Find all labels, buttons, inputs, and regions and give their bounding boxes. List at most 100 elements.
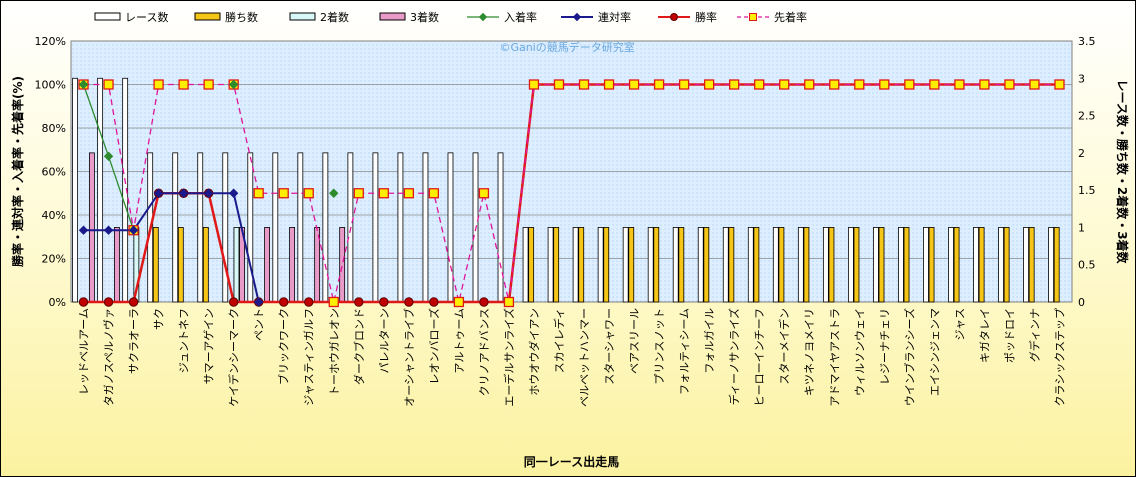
bar-勝ち数 <box>928 227 935 303</box>
y-tick-left: 0% <box>49 296 66 309</box>
x-tick-label: サクラオーラ <box>128 308 141 374</box>
marker-先着率 <box>854 79 865 90</box>
marker-先着率 <box>1054 79 1065 90</box>
legend-label: 連対率 <box>598 10 631 24</box>
y-tick-right: 3.5 <box>1078 35 1096 48</box>
x-tick-label: スターシャワー <box>603 308 616 385</box>
marker-先着率 <box>879 79 890 90</box>
bar-勝ち数 <box>703 227 710 303</box>
y-tick-right: 3 <box>1078 72 1085 85</box>
bar-レース数 <box>547 227 554 303</box>
marker-先着率 <box>1004 79 1015 90</box>
x-tick-label: レジーナチェリ <box>878 308 891 385</box>
marker-入着率 <box>329 188 339 198</box>
x-tick-label: ヒーローインチーフ <box>753 308 766 406</box>
marker-連対率 <box>103 225 114 235</box>
legend-label: 入着率 <box>504 10 537 24</box>
y-tick-right: 1.5 <box>1078 184 1096 197</box>
bar-勝ち数 <box>528 227 535 303</box>
bar-勝ち数 <box>152 227 159 303</box>
marker-先着率 <box>403 188 414 199</box>
marker-先着率 <box>653 79 665 90</box>
x-tick-label: オーシャントライブ <box>402 308 416 407</box>
marker-先着率 <box>253 188 264 199</box>
bar-レース数 <box>597 227 604 303</box>
bar-レース数 <box>1023 227 1029 303</box>
bar-勝ち数 <box>653 227 660 303</box>
bar-レース数 <box>822 227 829 303</box>
bar-レース数 <box>297 152 304 303</box>
marker-勝率 <box>279 297 289 307</box>
marker-先着率 <box>203 79 214 90</box>
y-tick-left: 120% <box>35 35 66 48</box>
marker-先着率 <box>754 79 765 90</box>
y-tick-right: 0.5 <box>1078 259 1096 272</box>
bar-勝ち数 <box>828 227 835 303</box>
marker-連対率 <box>203 188 214 198</box>
marker-先着率 <box>904 79 915 90</box>
marker-先着率 <box>929 79 940 90</box>
bar-勝ち数 <box>1028 227 1035 303</box>
marker-勝率 <box>228 297 239 307</box>
x-tick-label: サマーアゲイン <box>203 308 216 384</box>
marker-連対率 <box>228 188 239 198</box>
x-tick-label: ポッドロイ <box>1003 308 1016 363</box>
bar-勝ち数 <box>778 227 785 303</box>
bar-3着数 <box>339 227 346 303</box>
marker-先着率 <box>553 79 565 90</box>
bar-レース数 <box>97 77 104 303</box>
marker-勝率 <box>379 297 389 307</box>
y-axis-title-left: 勝率・連対率・入着率・先着率(%) <box>10 76 25 267</box>
x-tick-label: タガノスペルノヴァ <box>102 308 116 406</box>
bar-レース数 <box>898 227 904 303</box>
x-tick-label: グディンナ <box>1027 308 1041 362</box>
marker-連対率 <box>178 188 189 198</box>
bar-勝ち数 <box>728 227 735 303</box>
y-axis-title-right: レース数・勝ち数・2着数・3着数 <box>1115 79 1130 264</box>
legend-label: レース数 <box>125 11 168 24</box>
x-tick-label: ジャス <box>953 308 966 340</box>
marker-勝率 <box>304 297 314 307</box>
y-tick-left: 20% <box>42 253 66 266</box>
legend-marker <box>572 12 582 22</box>
bar-レース数 <box>672 227 679 303</box>
bar-レース数 <box>697 227 704 303</box>
x-tick-label: スカイレディ <box>552 308 566 373</box>
bar-勝ち数 <box>878 227 885 303</box>
x-tick-label: クラシックステップ <box>1053 308 1066 406</box>
y-tick-left: 40% <box>42 209 66 222</box>
marker-先着率 <box>804 79 815 90</box>
marker-先着率 <box>278 188 289 199</box>
bar-勝ち数 <box>1053 227 1060 303</box>
bar-レース数 <box>72 77 79 303</box>
x-axis-title: 同一レース出走馬 <box>524 454 619 469</box>
bar-レース数 <box>222 152 229 303</box>
legend-label: 勝ち数 <box>225 10 258 24</box>
line-先着率 <box>83 83 1060 303</box>
marker-先着率 <box>378 188 389 199</box>
bar-勝ち数 <box>177 227 184 303</box>
bar-勝ち数 <box>578 227 585 303</box>
bar-レース数 <box>522 227 529 303</box>
bar-勝ち数 <box>202 227 209 303</box>
bar-レース数 <box>948 227 954 303</box>
bar-勝ち数 <box>903 227 910 303</box>
marker-先着率 <box>729 79 740 90</box>
bar-レース数 <box>622 227 629 303</box>
marker-勝率 <box>404 297 414 307</box>
x-tick-label: プリンスノット <box>653 308 666 385</box>
bar-勝ち数 <box>803 227 810 303</box>
x-tick-label: ベアスリール <box>628 308 641 374</box>
x-tick-label: ブリックワーク <box>277 308 291 385</box>
bar-レース数 <box>422 152 429 303</box>
x-tick-label: ホウオウダイアン <box>527 308 541 396</box>
marker-先着率 <box>703 79 715 90</box>
bar-勝ち数 <box>1003 227 1010 303</box>
x-tick-label: キツネノヨメイリ <box>803 308 816 396</box>
bar-3着数 <box>114 227 120 303</box>
legend-label: 先着率 <box>774 10 807 24</box>
marker-先着率 <box>178 79 189 90</box>
bar-レース数 <box>847 227 854 303</box>
bar-勝ち数 <box>603 227 610 303</box>
